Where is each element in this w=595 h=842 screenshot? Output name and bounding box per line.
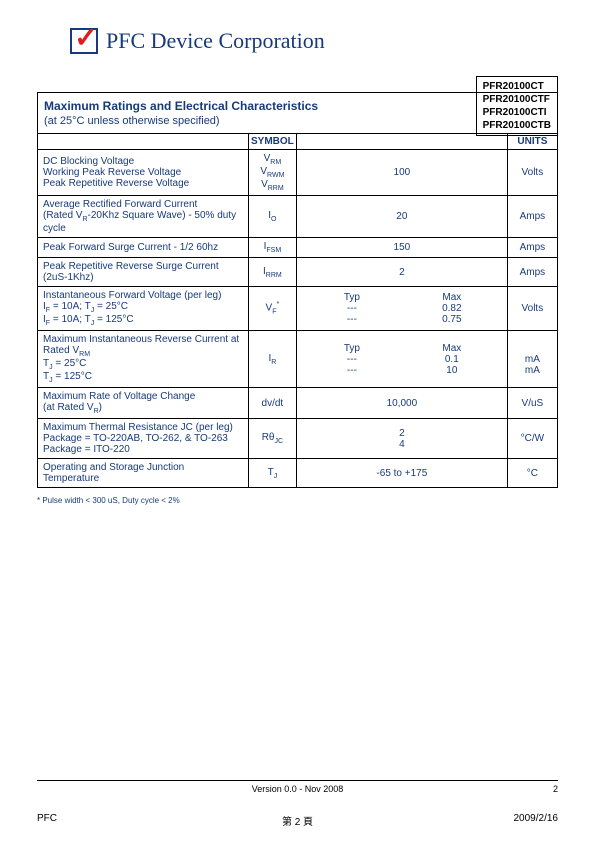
param-cell: Average Rectified Forward Current(Rated … bbox=[38, 196, 249, 238]
units-cell: Amps bbox=[507, 238, 557, 258]
symbol-cell: VRMVRWMVRRM bbox=[248, 150, 296, 196]
footer-version-bar: Version 0.0 - Nov 2008 2 bbox=[37, 780, 558, 794]
footnote: * Pulse width < 300 uS, Duty cycle < 2% bbox=[37, 496, 558, 505]
value-cell: Typ------Max0.820.75 bbox=[296, 287, 507, 331]
units-cell: Amps bbox=[507, 258, 557, 287]
part-numbers-box: PFR20100CT PFR20100CTF PFR20100CTI PFR20… bbox=[476, 76, 558, 136]
param-cell: Operating and Storage Junction Temperatu… bbox=[38, 459, 249, 488]
units-cell: mAmA bbox=[507, 331, 557, 388]
value-cell: 100 bbox=[296, 150, 507, 196]
value-cell: 20 bbox=[296, 196, 507, 238]
param-cell: DC Blocking VoltageWorking Peak Reverse … bbox=[38, 150, 249, 196]
param-cell: Instantaneous Forward Voltage (per leg)I… bbox=[38, 287, 249, 331]
part-number: PFR20100CTB bbox=[483, 119, 551, 132]
value-cell: 10,000 bbox=[296, 388, 507, 419]
logo-box: ✓ bbox=[70, 28, 98, 54]
value-cell: -65 to +175 bbox=[296, 459, 507, 488]
footer-version: Version 0.0 - Nov 2008 bbox=[37, 784, 558, 794]
symbol-cell: IFSM bbox=[248, 238, 296, 258]
value-cell: 150 bbox=[296, 238, 507, 258]
param-cell: Maximum Instantaneous Reverse Current at… bbox=[38, 331, 249, 388]
header-symbol: SYMBOL bbox=[248, 134, 296, 150]
units-cell: Volts bbox=[507, 150, 557, 196]
ratings-table: Maximum Ratings and Electrical Character… bbox=[37, 92, 558, 488]
symbol-cell: RθJC bbox=[248, 419, 296, 459]
param-cell: Maximum Thermal Resistance JC (per leg)P… bbox=[38, 419, 249, 459]
symbol-cell: IRRM bbox=[248, 258, 296, 287]
footer-bottom: PFC 第 2 頁 2009/2/16 bbox=[37, 813, 558, 824]
symbol-cell: VF* bbox=[248, 287, 296, 331]
units-cell: °C/W bbox=[507, 419, 557, 459]
symbol-cell: IR bbox=[248, 331, 296, 388]
param-cell: Peak Forward Surge Current - 1/2 60hz bbox=[38, 238, 249, 258]
part-number: PFR20100CTI bbox=[483, 106, 551, 119]
checkmark-icon: ✓ bbox=[74, 24, 97, 52]
symbol-cell: dv/dt bbox=[248, 388, 296, 419]
units-cell: Amps bbox=[507, 196, 557, 238]
units-cell: V/uS bbox=[507, 388, 557, 419]
value-cell: Typ------Max0.110 bbox=[296, 331, 507, 388]
part-number: PFR20100CT bbox=[483, 80, 551, 93]
header: ✓ PFC Device Corporation bbox=[0, 0, 595, 72]
header-blank bbox=[38, 134, 249, 150]
symbol-cell: TJ bbox=[248, 459, 296, 488]
units-cell: Volts bbox=[507, 287, 557, 331]
footer-page-label: 第 2 頁 bbox=[37, 813, 558, 828]
param-cell: Maximum Rate of Voltage Change(at Rated … bbox=[38, 388, 249, 419]
value-cell: 24 bbox=[296, 419, 507, 459]
value-cell: 2 bbox=[296, 258, 507, 287]
units-cell: °C bbox=[507, 459, 557, 488]
symbol-cell: IO bbox=[248, 196, 296, 238]
param-cell: Peak Repetitive Reverse Surge Current(2u… bbox=[38, 258, 249, 287]
part-number: PFR20100CTF bbox=[483, 93, 551, 106]
company-name: PFC Device Corporation bbox=[106, 28, 325, 54]
